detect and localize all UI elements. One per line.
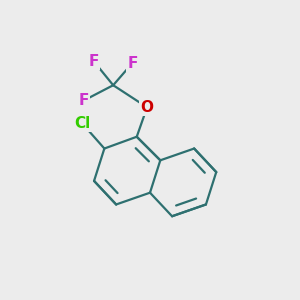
Text: F: F <box>79 93 89 108</box>
Text: F: F <box>89 54 99 69</box>
Text: Cl: Cl <box>74 116 90 131</box>
Text: O: O <box>141 100 154 115</box>
Text: F: F <box>127 56 137 70</box>
